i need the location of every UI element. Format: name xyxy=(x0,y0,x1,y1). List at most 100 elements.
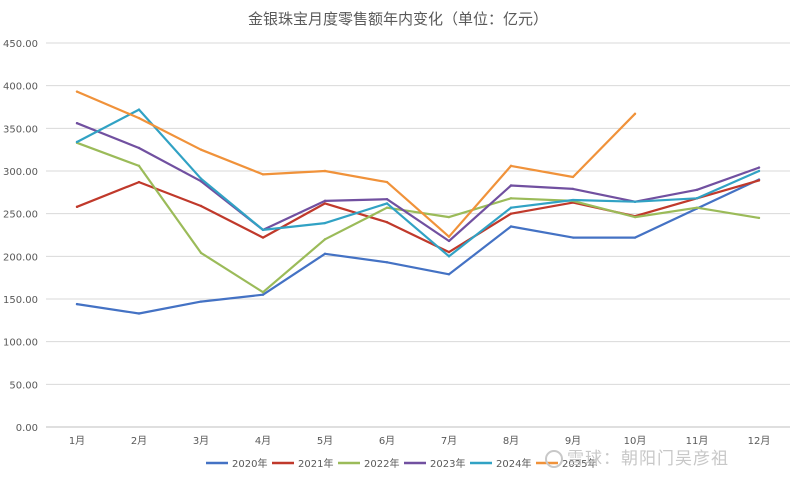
data-point xyxy=(695,188,699,191)
data-point xyxy=(323,221,327,225)
data-point xyxy=(199,204,203,208)
x-tick-label: 6月 xyxy=(379,435,395,447)
x-tick-label: 10月 xyxy=(624,435,647,447)
data-point xyxy=(571,187,575,191)
gridlines xyxy=(46,42,790,428)
data-point xyxy=(757,169,761,173)
data-point xyxy=(509,212,513,215)
x-tick-label: 11月 xyxy=(686,435,709,447)
series-2024年 xyxy=(75,108,761,258)
data-point xyxy=(261,293,265,296)
data-point xyxy=(633,112,637,116)
data-point xyxy=(385,202,389,205)
data-point xyxy=(323,199,327,203)
y-tick-label: 50.00 xyxy=(9,380,38,391)
data-point xyxy=(323,252,327,255)
data-point xyxy=(199,300,203,303)
legend-item: 2021年 xyxy=(272,457,333,470)
data-point xyxy=(695,206,699,209)
x-tick-label: 1月 xyxy=(69,435,85,447)
legend-item: 2022年 xyxy=(338,457,399,470)
watermark: 雪球：朝阳门吴彦祖 xyxy=(545,444,729,469)
data-point xyxy=(199,177,203,180)
data-point xyxy=(571,198,575,202)
legend-item: 2023年 xyxy=(404,457,465,470)
legend-label: 2025年 xyxy=(562,457,597,470)
data-point xyxy=(571,175,575,179)
legend-item: 2020年 xyxy=(206,457,267,470)
y-tick-label: 200.00 xyxy=(3,252,38,263)
data-point xyxy=(447,235,451,238)
data-point xyxy=(75,302,79,306)
data-point xyxy=(75,122,79,125)
series-2023年 xyxy=(75,122,761,243)
data-point xyxy=(137,312,141,315)
series-2022年 xyxy=(75,141,761,294)
series-line xyxy=(75,141,761,294)
data-point xyxy=(447,215,451,219)
legend-label: 2022年 xyxy=(364,457,399,470)
data-point xyxy=(199,251,203,255)
data-point xyxy=(509,225,513,228)
data-point xyxy=(199,148,203,151)
x-tick-label: 2月 xyxy=(131,435,147,447)
data-point xyxy=(509,197,513,200)
watermark-text: 雪球：朝阳门吴彦祖 xyxy=(567,449,729,469)
data-point xyxy=(447,273,451,276)
series-line xyxy=(75,178,761,315)
data-point xyxy=(757,179,761,182)
y-tick-label: 300.00 xyxy=(3,167,38,178)
data-point xyxy=(75,90,79,93)
data-point xyxy=(633,215,637,219)
y-tick-label: 0.00 xyxy=(16,423,38,434)
data-point xyxy=(509,184,513,187)
y-axis-tick-labels: 0.00 50.00 100.00 150.00 200.00 250.00 300.00 3… xyxy=(3,39,38,434)
legend-item: 2024年 xyxy=(470,457,531,470)
snowball-logo-icon xyxy=(545,450,563,468)
legend-label: 2024年 xyxy=(496,457,531,470)
data-point xyxy=(385,180,389,184)
x-axis-tick-labels: 1月 2月 3月 4月 5月 6月 7月 8月 9月 10月 11月 12月 xyxy=(69,435,771,447)
data-point xyxy=(199,180,203,183)
data-point xyxy=(261,173,265,176)
data-point xyxy=(137,146,141,150)
x-tick-label: 7月 xyxy=(441,435,457,447)
data-point xyxy=(323,169,327,173)
data-point xyxy=(695,197,699,200)
x-tick-label: 9月 xyxy=(565,435,581,447)
data-point xyxy=(633,200,637,203)
data-point xyxy=(323,202,327,205)
data-point xyxy=(385,197,389,201)
data-point xyxy=(385,206,389,209)
chart-title: 金银珠宝月度零售额年内变化（单位：亿元） xyxy=(248,10,548,28)
x-tick-label: 4月 xyxy=(255,435,271,447)
data-point xyxy=(137,116,141,120)
y-tick-label: 100.00 xyxy=(3,338,38,349)
series-2021年 xyxy=(75,179,761,254)
data-point xyxy=(757,216,761,220)
x-tick-label: 3月 xyxy=(193,435,209,447)
data-point xyxy=(137,108,141,111)
series-line xyxy=(75,179,761,254)
x-tick-label: 8月 xyxy=(503,435,519,447)
series-line xyxy=(75,90,637,238)
data-point xyxy=(633,236,637,239)
data-point xyxy=(261,228,265,232)
series-2020年 xyxy=(75,178,761,315)
y-tick-label: 450.00 xyxy=(3,39,38,50)
series-line xyxy=(75,122,761,243)
data-point xyxy=(261,236,265,239)
legend-label: 2023年 xyxy=(430,457,465,470)
data-point xyxy=(447,255,451,258)
legend: 2020年 2021年 2022年 2023年 2024年 2025年 xyxy=(206,457,597,470)
data-point xyxy=(447,250,451,254)
x-tick-label: 5月 xyxy=(317,435,333,447)
data-point xyxy=(137,180,141,184)
data-point xyxy=(75,205,79,209)
legend-label: 2021年 xyxy=(298,457,333,470)
y-tick-label: 250.00 xyxy=(3,210,38,221)
x-tick-label: 12月 xyxy=(748,435,771,447)
data-point xyxy=(261,290,265,294)
data-point xyxy=(137,164,141,168)
